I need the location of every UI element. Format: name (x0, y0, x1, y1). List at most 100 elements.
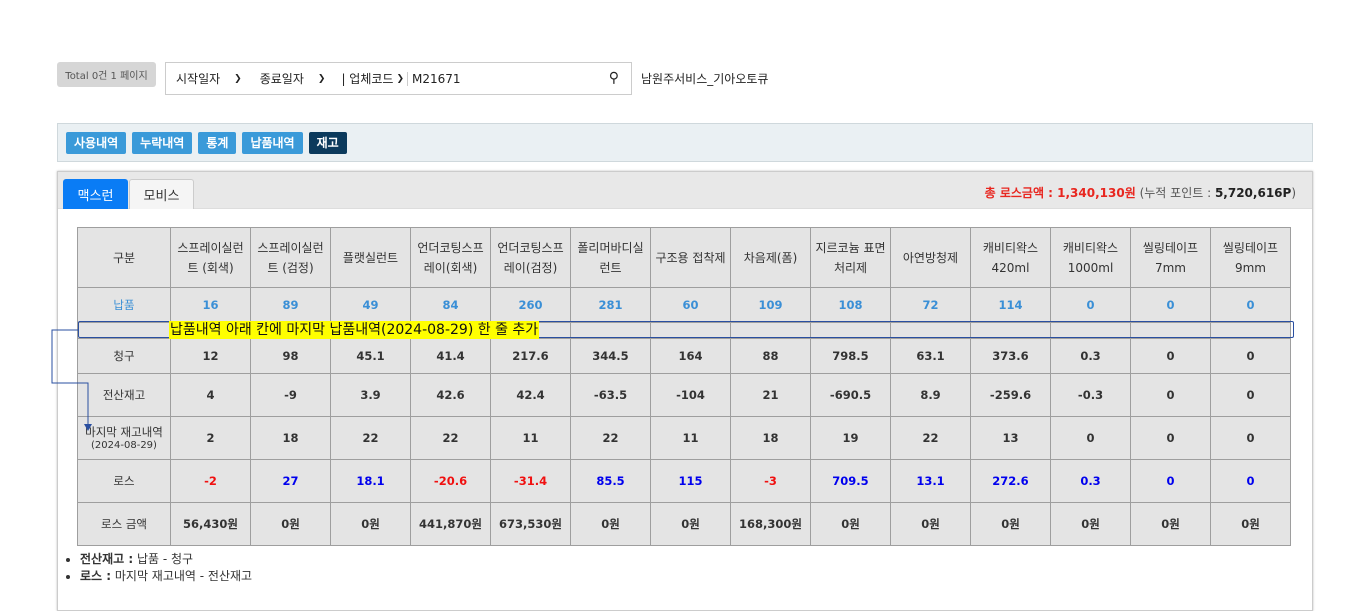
column-header: 구조용 접착제 (650, 227, 731, 288)
row-label: 로스 금액 (77, 502, 171, 546)
row-label: 전산재고 (77, 373, 171, 417)
company-code-label: | 업체코드 (341, 72, 394, 86)
start-date-select[interactable]: 시작일자 ❯ (176, 70, 242, 87)
chevron-down-icon: ❯ (317, 73, 326, 84)
nav-stats-button[interactable]: 통계 (198, 131, 237, 154)
column-header: 스프레이실런트 (회색) (170, 227, 251, 288)
end-date-select[interactable]: 종료일자 ❯ (260, 70, 326, 87)
loss-summary: 총 로스금액 : 1,340,130원 (누적 포인트 : 5,720,616P… (985, 184, 1296, 201)
column-header: 캐비티왁스420ml (970, 227, 1051, 288)
column-header: 언더코팅스프레이(회색) (410, 227, 491, 288)
table-cell: 0원 (330, 502, 411, 546)
table-cell: -20.6 (410, 459, 491, 503)
points-value: 5,720,616P (1214, 186, 1292, 200)
table-cell: 16 (170, 287, 251, 323)
points-close: ) (1291, 186, 1296, 200)
annotation-box (78, 321, 1294, 338)
total-count: Total 0건 1 페이지 (57, 62, 156, 87)
table-cell: 0원 (810, 502, 891, 546)
table-cell: 0원 (890, 502, 971, 546)
table-cell: 0 (1210, 459, 1291, 503)
table-cell: -259.6 (970, 373, 1051, 417)
note-term: 전산재고 : (80, 552, 134, 566)
table-cell: -0.3 (1050, 373, 1131, 417)
column-header: 차음제(폼) (730, 227, 811, 288)
note-item: 로스 : 마지막 재고내역 - 전산재고 (80, 568, 252, 585)
tab-bar: 맥스런 모비스 총 로스금액 : 1,340,130원 (누적 포인트 : 5,… (58, 172, 1312, 209)
nav-delivery-button[interactable]: 납품내역 (242, 131, 303, 154)
row-sublabel: (2024-08-29) (91, 440, 157, 451)
table-cell: -690.5 (810, 373, 891, 417)
search-icon[interactable]: ⚲ (608, 70, 619, 86)
row-label-text: 로스 (113, 474, 135, 488)
table-cell: 0 (1210, 287, 1291, 323)
row-label: 납품 (77, 287, 171, 323)
table-cell: 344.5 (570, 338, 651, 374)
table-row: 로스 금액 56,430원 0원 0원 441,870원 673,530원 0원 0원 168,… (77, 502, 1291, 546)
table-cell: 0.3 (1050, 338, 1131, 374)
table-cell: 168,300원 (730, 502, 811, 546)
table-cell: 373.6 (970, 338, 1051, 374)
nav-missing-button[interactable]: 누락내역 (132, 131, 193, 154)
column-header: 아연방청제 (890, 227, 971, 288)
column-header: 캐비티왁스1000ml (1050, 227, 1131, 288)
nav-inventory-button[interactable]: 재고 (308, 131, 347, 154)
table-cell: 0 (1130, 287, 1211, 323)
table-cell: 18 (730, 416, 811, 460)
company-name: 남원주서비스_기아오토큐 (641, 72, 769, 86)
table-cell: 0 (1210, 373, 1291, 417)
table-cell: 60 (650, 287, 731, 323)
table-cell: 11 (650, 416, 731, 460)
table-cell: 164 (650, 338, 731, 374)
tab-maxrun[interactable]: 맥스런 (63, 179, 128, 209)
table-cell: 0 (1130, 338, 1211, 374)
table-cell: 217.6 (490, 338, 571, 374)
table-cell: -63.5 (570, 373, 651, 417)
table-cell: -2 (170, 459, 251, 503)
note-term: 로스 : (80, 569, 112, 583)
table-cell: 673,530원 (490, 502, 571, 546)
nav-bar: 사용내역 누락내역 통계 납품내역 재고 (57, 123, 1313, 162)
table-cell: 0 (1050, 287, 1131, 323)
table-cell: 88 (730, 338, 811, 374)
column-header: 플랫실런트 (330, 227, 411, 288)
note-desc: 납품 - 청구 (133, 552, 194, 566)
note-desc: 마지막 재고내역 - 전산재고 (111, 569, 253, 583)
table-cell: 0원 (1210, 502, 1291, 546)
table-cell: 42.4 (490, 373, 571, 417)
table-cell: 0.3 (1050, 459, 1131, 503)
total-loss-amount: 총 로스금액 : 1,340,130원 (984, 186, 1136, 200)
inventory-table: 구분 스프레이실런트 (회색) 스프레이실런트 (검정) 플랫실런트 언더코팅스프레이(… (77, 227, 1291, 546)
table-cell: 0 (1210, 416, 1291, 460)
table-cell: 11 (490, 416, 571, 460)
company-code-select[interactable]: | 업체코드 ❯ (341, 70, 404, 87)
company-code-input[interactable]: M21671 (407, 71, 461, 86)
table-cell: 85.5 (570, 459, 651, 503)
table-cell: 0 (1130, 459, 1211, 503)
row-label-text: 전산재고 (102, 388, 146, 402)
column-header: 언더코팅스프레이(검정) (490, 227, 571, 288)
annotation-text: 납품내역 아래 칸에 마지막 납품내역(2024-08-29) 한 줄 추가 (169, 321, 540, 339)
nav-usage-button[interactable]: 사용내역 (66, 131, 127, 154)
table-cell: 56,430원 (170, 502, 251, 546)
row-label-text: 마지막 재고내역 (85, 425, 163, 439)
search-bar: 시작일자 ❯ 종료일자 ❯ | 업체코드 ❯ M21671 ⚲ (165, 62, 632, 95)
end-date-label: 종료일자 (259, 72, 304, 86)
row-label-text: 청구 (113, 349, 135, 363)
table-cell: 0원 (650, 502, 731, 546)
tab-mobis[interactable]: 모비스 (129, 179, 194, 209)
table-cell: 114 (970, 287, 1051, 323)
table-cell: 18.1 (330, 459, 411, 503)
chevron-down-icon: ❯ (234, 73, 242, 84)
inventory-panel: 맥스런 모비스 총 로스금액 : 1,340,130원 (누적 포인트 : 5,… (57, 171, 1313, 611)
row-label-text: 로스 금액 (101, 517, 147, 531)
table-cell: 89 (250, 287, 331, 323)
row-label-text: 납품 (113, 298, 135, 312)
column-header: 씰링테이프 7mm (1130, 227, 1211, 288)
points-label: (누적 포인트 : (1139, 186, 1215, 200)
table-cell: 13.1 (890, 459, 971, 503)
table-cell: 0 (1210, 338, 1291, 374)
table-cell: -104 (650, 373, 731, 417)
table-row: 로스 -2 27 18.1 -20.6 -31.4 85.5 115 -3 709.5 13.1 27… (77, 459, 1291, 503)
